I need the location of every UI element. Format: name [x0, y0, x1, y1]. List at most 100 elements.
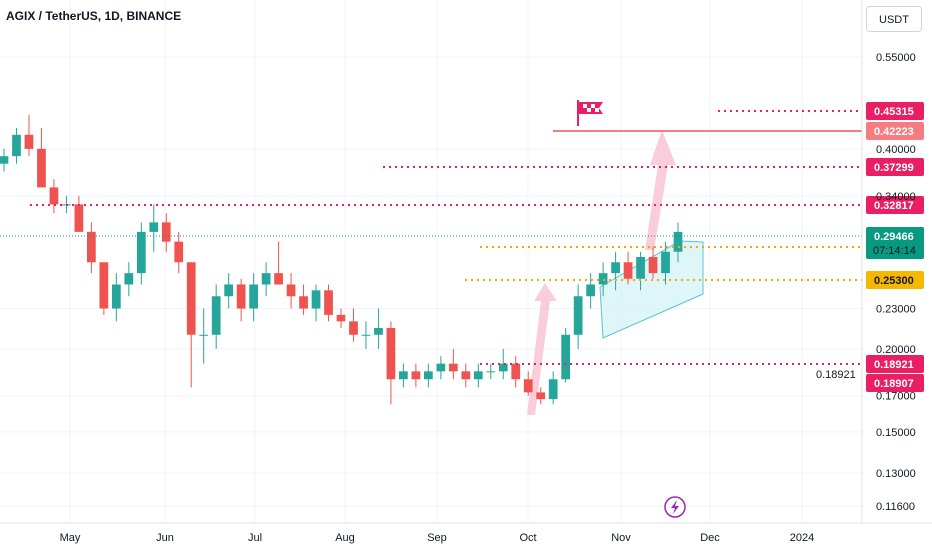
candle[interactable]	[498, 348, 508, 380]
candle[interactable]	[87, 222, 96, 274]
price-level-badge[interactable]: 0.18921	[866, 355, 924, 373]
candle-body	[623, 262, 633, 279]
candle[interactable]	[399, 363, 408, 388]
time-axis[interactable]: May Jun Jul Aug Sep Oct Nov Dec 2024	[0, 522, 932, 544]
candle[interactable]	[249, 273, 258, 322]
drawing-tools[interactable]	[527, 130, 704, 415]
candle-body	[249, 284, 258, 309]
current-price-badge[interactable]: 0.29466 07:14:14	[866, 227, 924, 259]
candle[interactable]	[236, 278, 246, 322]
candle-body	[586, 284, 595, 297]
candle[interactable]	[349, 308, 358, 342]
currency-button[interactable]: USDT	[866, 6, 922, 32]
candlestick-series[interactable]	[0, 114, 683, 405]
candle[interactable]	[374, 308, 383, 349]
chart-extras[interactable]: 0.18921	[577, 100, 856, 518]
candle-body	[486, 371, 496, 373]
candle[interactable]	[274, 241, 283, 285]
candle[interactable]	[536, 387, 546, 405]
candle-body	[199, 334, 209, 336]
candle[interactable]	[199, 308, 209, 364]
candle[interactable]	[37, 128, 46, 188]
candle[interactable]	[486, 363, 496, 380]
price-level-badge-bg	[866, 122, 924, 140]
candle-body	[136, 231, 146, 274]
price-level-badge[interactable]: 0.37299	[866, 158, 924, 176]
price-level-badge[interactable]: 0.45315	[866, 102, 924, 120]
candle-body	[424, 371, 433, 380]
candle[interactable]	[0, 148, 9, 172]
price-axis[interactable]: 0.55000 0.40000 0.34000 0.23000 0.20000 0.170…	[861, 0, 916, 523]
time-tick-label: Jul	[248, 532, 262, 544]
up-arrow-target[interactable]	[645, 130, 676, 250]
candle[interactable]	[586, 273, 595, 309]
candle[interactable]	[336, 308, 346, 328]
candle[interactable]	[548, 371, 558, 405]
candle[interactable]	[511, 356, 521, 388]
price-level-badge[interactable]: 0.42223	[866, 122, 924, 140]
candle[interactable]	[186, 262, 196, 388]
price-level-badge[interactable]: 0.18907	[866, 374, 924, 392]
candle[interactable]	[611, 251, 620, 291]
candle[interactable]	[573, 284, 583, 349]
candle-body	[361, 334, 371, 336]
price-level-badge[interactable]: 0.32817	[866, 196, 924, 214]
candle-body	[411, 371, 421, 380]
price-tick-label: 0.55000	[876, 52, 916, 64]
candle-body	[24, 134, 34, 149]
current-price-badge-bg	[866, 227, 924, 259]
candle[interactable]	[136, 222, 146, 285]
candle[interactable]	[99, 262, 109, 315]
candle[interactable]	[648, 246, 658, 279]
up-arrow-left[interactable]	[527, 283, 557, 415]
candle[interactable]	[311, 284, 321, 322]
candle[interactable]	[661, 241, 670, 285]
candle[interactable]	[636, 251, 645, 291]
candle[interactable]	[561, 327, 571, 383]
candle-countdown: 07:14:14	[873, 245, 916, 257]
candle-body	[561, 334, 571, 380]
candle[interactable]	[261, 262, 271, 297]
ascending-channel[interactable]	[599, 240, 704, 339]
price-tick-label: 0.15000	[876, 427, 916, 439]
candle[interactable]	[461, 363, 471, 388]
candle[interactable]	[286, 273, 296, 309]
candle[interactable]	[74, 195, 84, 232]
candle[interactable]	[224, 273, 234, 309]
candle[interactable]	[124, 262, 134, 297]
candle[interactable]	[673, 222, 683, 263]
candle[interactable]	[149, 204, 159, 252]
lightning-event-icon[interactable]	[664, 496, 686, 518]
candle[interactable]	[523, 371, 533, 396]
candle[interactable]	[436, 356, 446, 380]
candle-body	[473, 371, 483, 380]
candle-body	[74, 204, 84, 232]
candle[interactable]	[111, 273, 121, 322]
candle[interactable]	[473, 363, 483, 388]
price-level-badge-label: 0.37299	[874, 162, 914, 174]
candle[interactable]	[299, 284, 308, 315]
candle[interactable]	[12, 128, 21, 164]
candle-body	[111, 284, 121, 309]
flag-pole	[577, 100, 579, 126]
candle[interactable]	[211, 284, 221, 349]
candle-body	[523, 379, 533, 393]
candle[interactable]	[411, 363, 421, 388]
time-tick-label: 2024	[790, 532, 814, 544]
candle[interactable]	[361, 321, 371, 349]
candle-body	[12, 134, 21, 157]
candle[interactable]	[161, 213, 171, 252]
candle[interactable]	[424, 363, 433, 388]
lightning-bolt	[671, 500, 679, 514]
candle[interactable]	[448, 348, 458, 380]
target-flag-icon[interactable]	[577, 100, 603, 126]
candle[interactable]	[49, 179, 59, 214]
price-levels[interactable]: 0.453150.422230.372990.328170.281060.253…	[0, 102, 924, 392]
candle[interactable]	[324, 284, 333, 322]
candle[interactable]	[386, 321, 396, 405]
candle[interactable]	[24, 114, 34, 157]
price-level-badge[interactable]: 0.25300	[866, 271, 924, 289]
candle[interactable]	[174, 231, 184, 274]
